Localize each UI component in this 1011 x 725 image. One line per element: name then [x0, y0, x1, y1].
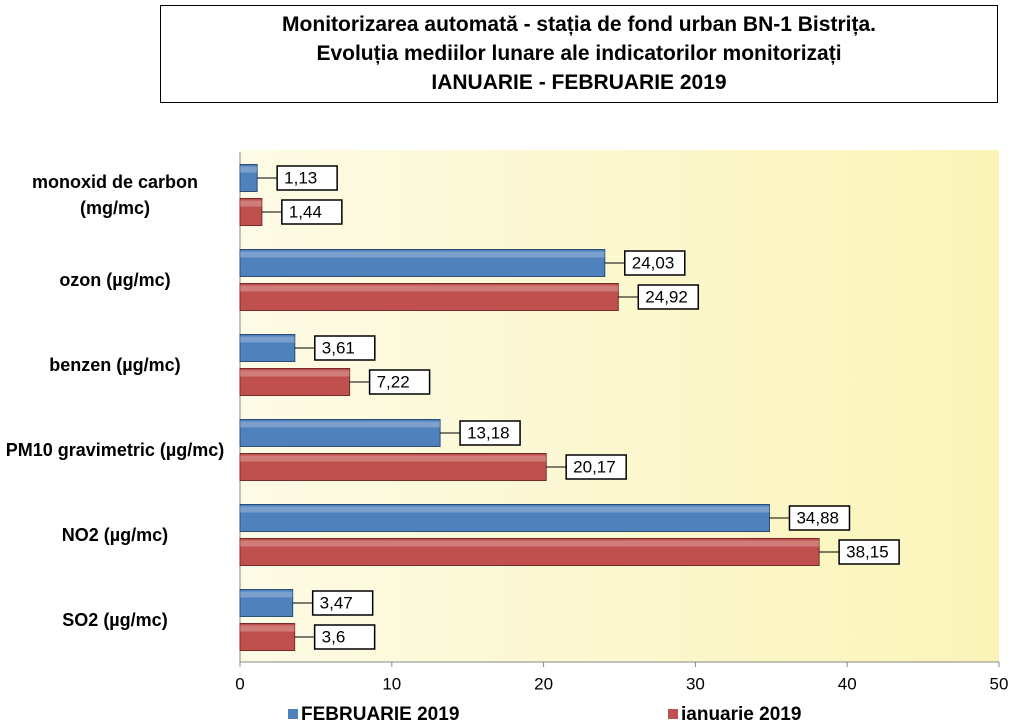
label-box	[313, 624, 376, 650]
label-box	[281, 199, 343, 225]
value-label: 1,44	[289, 202, 322, 221]
x-tick-label: 40	[838, 674, 857, 693]
label-box	[314, 335, 376, 361]
category-label: NO2 (µg/mc)	[61, 524, 169, 545]
bar	[239, 504, 770, 532]
bar	[239, 589, 294, 617]
bar	[239, 419, 441, 447]
legend-swatch	[288, 709, 298, 719]
x-tick-label: 0	[235, 674, 244, 693]
value-label: 13,18	[467, 423, 510, 442]
bar-highlight	[240, 625, 295, 632]
x-tick-label: 50	[990, 674, 1009, 693]
bar-highlight	[240, 370, 350, 377]
category-label: benzen (µg/mc)	[49, 354, 181, 375]
label-box	[565, 454, 627, 480]
label-box	[276, 165, 338, 191]
label-box	[624, 250, 686, 276]
value-label: 3,61	[322, 338, 355, 357]
label-box	[838, 539, 900, 565]
bar-highlight	[240, 166, 258, 173]
category-label: PM10 gravimetric (µg/mc)	[5, 439, 225, 460]
bar	[239, 538, 820, 566]
legend-swatch	[668, 709, 678, 719]
value-label: 24,03	[632, 253, 675, 272]
value-label: 7,22	[377, 372, 410, 391]
bar-highlight	[240, 506, 770, 513]
value-label: 34,88	[796, 508, 839, 527]
value-label: 1,13	[284, 168, 317, 187]
bar-highlight	[240, 540, 820, 547]
value-label: 3,47	[320, 593, 353, 612]
x-tick-label: 10	[382, 674, 401, 693]
bar	[239, 453, 547, 481]
bar	[239, 623, 296, 651]
bar-highlight	[240, 591, 293, 598]
bar	[239, 368, 351, 396]
value-label: 20,17	[573, 457, 616, 476]
bar	[239, 249, 606, 277]
label-box	[637, 284, 700, 310]
x-tick-label: 20	[534, 674, 553, 693]
bar-highlight	[240, 285, 619, 292]
bar	[239, 283, 619, 311]
bar	[239, 334, 296, 362]
category-label: monoxid de carbon (mg/mc)	[31, 171, 199, 218]
label-box	[788, 505, 851, 531]
bar-highlight	[240, 251, 605, 258]
bar-highlight	[240, 200, 262, 207]
plot-background	[240, 150, 999, 662]
chart-title: Monitorizarea automată - stația de fond …	[160, 5, 998, 103]
value-label: 38,15	[846, 542, 889, 561]
bar-highlight	[240, 455, 547, 462]
category-label: SO2 (µg/mc)	[62, 609, 168, 630]
legend-label: ianuarie 2019	[681, 704, 801, 725]
x-tick-label: 30	[686, 674, 705, 693]
value-label: 24,92	[645, 287, 688, 306]
bar-highlight	[240, 421, 441, 428]
label-box	[459, 420, 521, 446]
category-label: ozon (µg/mc)	[59, 269, 171, 290]
bar-highlight	[240, 336, 295, 343]
label-box	[311, 590, 374, 616]
legend-label: FEBRUARIE 2019	[301, 704, 459, 725]
value-label: 3,6	[322, 627, 346, 646]
label-box	[368, 369, 431, 395]
